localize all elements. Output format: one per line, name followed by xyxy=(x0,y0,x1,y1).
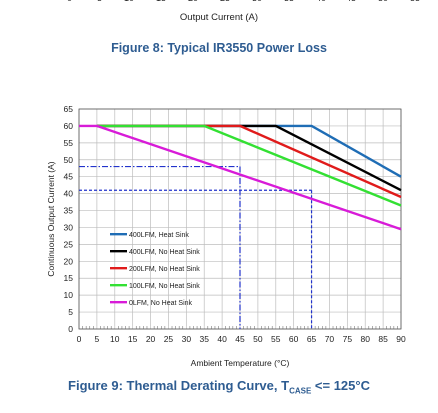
previous-tick-label: 5 xyxy=(97,0,102,3)
figure-caption-subscript: CASE xyxy=(289,386,312,396)
previous-tick-label: 15 xyxy=(156,0,166,3)
series-line xyxy=(96,124,402,192)
x-tick-label: 90 xyxy=(396,334,406,344)
legend-label: 400LFM, No Heat Sink xyxy=(129,249,200,256)
previous-tick-label: 25 xyxy=(220,0,230,3)
x-tick-label: 15 xyxy=(128,334,138,344)
x-tick-label: 50 xyxy=(253,334,263,344)
y-tick-label: 25 xyxy=(64,239,74,249)
series-line xyxy=(96,124,402,207)
previous-tick-label: 40 xyxy=(316,0,326,3)
y-tick-label: 5 xyxy=(68,307,73,317)
previous-tick-label: 30 xyxy=(252,0,262,3)
series-line xyxy=(96,124,402,178)
x-tick-label: 10 xyxy=(110,334,120,344)
figure-caption-suffix: <= 125°C xyxy=(311,378,370,393)
y-tick-label: 60 xyxy=(64,121,74,131)
y-tick-label: 20 xyxy=(64,256,74,266)
x-tick-label: 35 xyxy=(199,334,209,344)
x-tick-label: 45 xyxy=(235,334,245,344)
y-tick-label: 10 xyxy=(64,290,74,300)
x-tick-label: 85 xyxy=(378,334,388,344)
y-tick-label: 45 xyxy=(64,172,74,182)
x-tick-label: 60 xyxy=(289,334,299,344)
y-tick-label: 55 xyxy=(64,138,74,148)
legend-label: 200LFM, No Heat Sink xyxy=(129,266,200,273)
previous-tick-label: 10 xyxy=(124,0,134,3)
previous-figure-strip: 0 5 10 15 20 25 30 35 40 45 50 55 Output… xyxy=(0,0,438,28)
x-tick-label: 25 xyxy=(164,334,174,344)
x-tick-label: 70 xyxy=(325,334,335,344)
x-tick-label: 40 xyxy=(217,334,227,344)
x-tick-label: 30 xyxy=(182,334,192,344)
x-tick-label: 65 xyxy=(307,334,317,344)
y-tick-label: 65 xyxy=(64,104,74,114)
legend-label: 400LFM, Heat Sink xyxy=(129,232,189,239)
previous-tick-label: 55 xyxy=(410,0,420,3)
y-tick-label: 15 xyxy=(64,273,74,283)
legend-label: 0LFM, No Heat Sink xyxy=(129,300,193,307)
x-tick-label: 5 xyxy=(95,334,100,344)
x-tick-label: 55 xyxy=(271,334,281,344)
figure-caption-prefix: Figure 9: Thermal Derating Curve, T xyxy=(68,378,290,393)
y-axis-label: Continuous Output Current (A) xyxy=(46,161,56,276)
x-tick-label: 0 xyxy=(77,334,82,344)
previous-tick-label: 35 xyxy=(284,0,294,3)
figure-caption: Figure 9: Thermal Derating Curve, TCASE … xyxy=(0,378,438,396)
previous-figure-tick-row: 0 5 10 15 20 25 30 35 40 45 50 55 xyxy=(0,0,438,5)
y-tick-label: 35 xyxy=(64,206,74,216)
x-tick-label: 20 xyxy=(146,334,156,344)
y-tick-label: 40 xyxy=(64,189,74,199)
previous-figure-x-axis-label: Output Current (A) xyxy=(179,12,259,23)
x-axis-label: Ambient Temperature (°C) xyxy=(191,358,290,368)
x-tick-label: 80 xyxy=(360,334,370,344)
y-tick-label: 30 xyxy=(64,222,74,232)
previous-tick-label: 0 xyxy=(67,0,72,3)
legend-label: 100LFM, No Heat Sink xyxy=(129,283,200,290)
series-line xyxy=(79,124,402,231)
previous-tick-label: 45 xyxy=(346,0,356,3)
previous-tick-label: 50 xyxy=(378,0,388,3)
y-tick-label: 50 xyxy=(64,155,74,165)
previous-figure-caption: Figure 8: Typical IR3550 Power Loss xyxy=(111,41,327,55)
y-tick-label: 0 xyxy=(68,324,73,334)
x-tick-label: 75 xyxy=(343,334,353,344)
derating-chart: 0 5 10 15 20 25 30 35 40 45 50 55 60 65 70 75 80 85 90 0 5 10… xyxy=(46,104,406,368)
previous-tick-label: 20 xyxy=(188,0,198,3)
